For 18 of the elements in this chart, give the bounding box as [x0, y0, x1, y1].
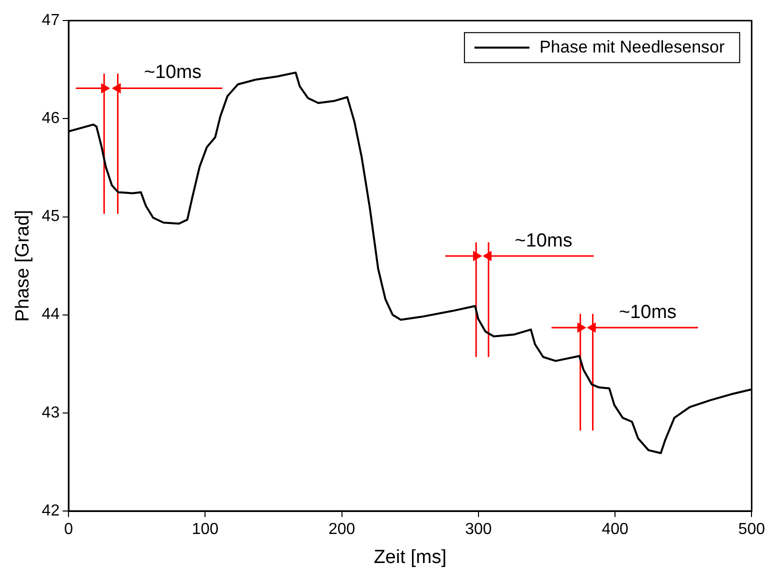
y-tick-label: 47	[42, 12, 60, 30]
x-tick-label: 0	[64, 521, 74, 538]
y-axis-title: Phase [Grad]	[12, 210, 34, 322]
y-tick-label: 43	[42, 404, 60, 422]
y-tick-label: 44	[42, 306, 60, 324]
legend-label: Phase mit Needlesensor	[539, 37, 725, 56]
x-tick-label: 400	[602, 521, 628, 538]
x-tick-label: 300	[465, 521, 492, 538]
x-tick-label: 500	[738, 521, 766, 538]
x-axis-title: Zeit [ms]	[374, 546, 447, 568]
annotation: ~10ms	[618, 302, 677, 324]
x-tick-label: 100	[192, 521, 219, 538]
x-tick-label: 200	[328, 521, 356, 538]
annotation: ~10ms	[144, 62, 202, 83]
annotation: ~10ms	[514, 230, 572, 252]
y-tick-label: 46	[42, 110, 60, 128]
y-tick-label: 42	[42, 502, 60, 520]
y-tick-label: 45	[42, 208, 60, 226]
